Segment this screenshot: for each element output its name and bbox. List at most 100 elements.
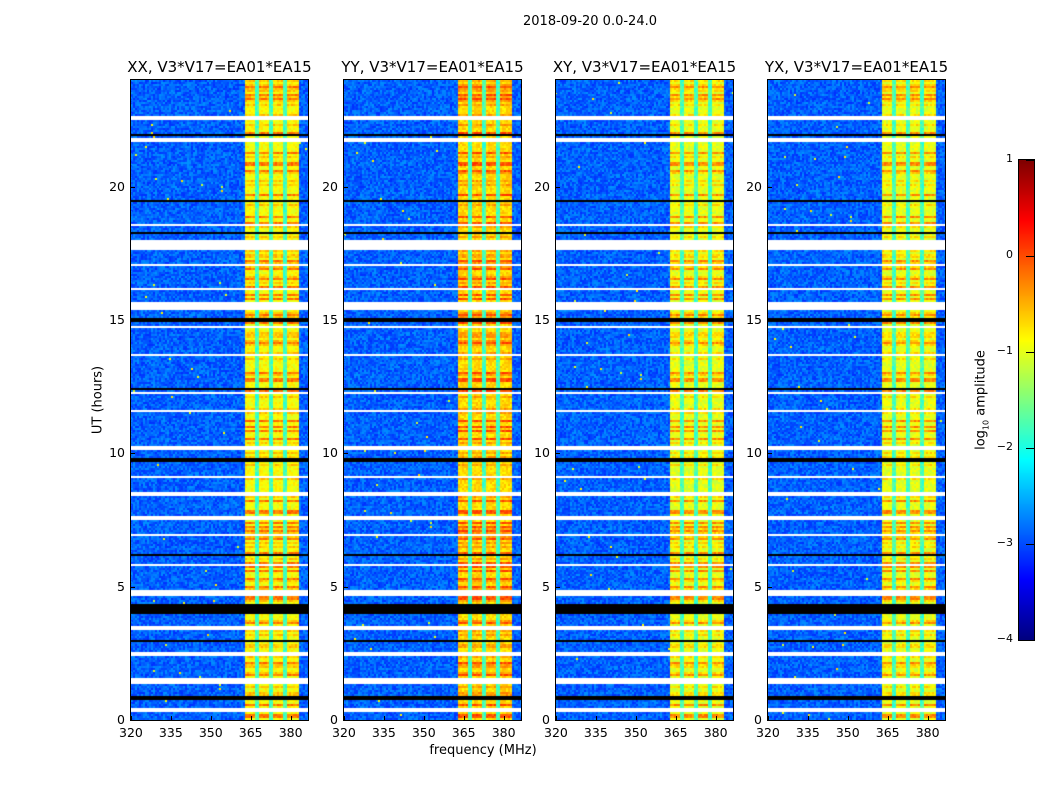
colorbar-tick-mark xyxy=(1026,352,1034,353)
x-tick-mark xyxy=(635,716,637,720)
x-tick-mark xyxy=(383,716,385,720)
x-tick-mark xyxy=(503,716,505,720)
y-tick-label: 0 xyxy=(542,712,550,727)
x-tick-label: 320 xyxy=(119,725,143,740)
colorbar-tick-mark xyxy=(1026,256,1034,257)
colorbar-tick-label: −4 xyxy=(996,632,1013,645)
y-tick-mark xyxy=(131,186,135,188)
y-tick-label: 20 xyxy=(322,178,338,194)
y-tick-mark xyxy=(131,586,135,588)
x-tick-label: 350 xyxy=(411,725,436,740)
x-tick-mark xyxy=(715,716,717,720)
colorbar-tick-label: 1 xyxy=(1006,152,1013,165)
y-tick-mark xyxy=(344,453,348,455)
y-tick-mark xyxy=(131,320,135,321)
y-axis-label: UT (hours) xyxy=(90,365,106,435)
y-tick-mark xyxy=(556,320,560,321)
y-tick-label: 0 xyxy=(754,712,762,727)
x-tick-mark xyxy=(250,716,252,720)
x-tick-mark xyxy=(927,716,929,720)
x-tick-label: 380 xyxy=(915,725,940,740)
x-tick-label: 350 xyxy=(835,725,860,740)
heatmap-panel-4 xyxy=(767,79,946,721)
panel-title: XY, V3*V17=EA01*EA15 xyxy=(552,58,737,76)
colorbar-tick-label: −2 xyxy=(996,440,1013,453)
y-tick-label: 0 xyxy=(117,712,125,727)
colorbar-label: log10 amplitude xyxy=(973,350,991,450)
y-tick-mark xyxy=(131,453,135,455)
x-tick-label: 365 xyxy=(238,725,263,740)
y-tick-mark xyxy=(131,720,135,721)
x-tick-label: 320 xyxy=(544,725,568,740)
x-tick-mark xyxy=(887,716,889,720)
x-tick-label: 365 xyxy=(451,725,476,740)
x-tick-mark xyxy=(463,716,465,720)
x-tick-mark xyxy=(170,716,172,720)
y-tick-mark xyxy=(344,186,348,188)
y-tick-label: 5 xyxy=(542,578,550,594)
y-tick-label: 5 xyxy=(754,578,762,594)
x-tick-label: 350 xyxy=(198,725,223,740)
heatmap-cells xyxy=(556,80,733,720)
x-tick-label: 365 xyxy=(875,725,900,740)
panel-title: YX, V3*V17=EA01*EA15 xyxy=(764,58,949,76)
x-tick-label: 320 xyxy=(332,725,356,740)
y-tick-label: 10 xyxy=(109,445,125,461)
heatmap-cells xyxy=(344,80,521,720)
y-tick-mark xyxy=(556,720,560,721)
heatmap-panel-1 xyxy=(130,79,309,721)
heatmap-cells xyxy=(131,80,308,720)
y-tick-label: 0 xyxy=(330,712,338,727)
x-tick-label: 380 xyxy=(703,725,728,740)
y-tick-mark xyxy=(768,186,772,188)
y-tick-mark xyxy=(344,586,348,588)
y-tick-label: 15 xyxy=(109,312,125,327)
x-tick-label: 335 xyxy=(158,725,183,740)
colorbar-gradient xyxy=(1019,160,1034,640)
y-tick-label: 10 xyxy=(746,445,762,461)
x-tick-mark xyxy=(768,716,769,720)
y-tick-label: 20 xyxy=(109,178,125,194)
y-tick-mark xyxy=(768,320,772,321)
y-tick-mark xyxy=(768,720,772,721)
x-tick-mark xyxy=(556,716,557,720)
y-tick-label: 15 xyxy=(534,312,550,327)
colorbar-tick-label: −3 xyxy=(996,536,1013,549)
y-tick-mark xyxy=(344,720,348,721)
x-tick-mark xyxy=(595,716,597,720)
x-tick-label: 380 xyxy=(491,725,516,740)
y-tick-label: 10 xyxy=(322,445,338,461)
x-tick-mark xyxy=(807,716,809,720)
y-tick-mark xyxy=(556,186,560,188)
x-tick-label: 380 xyxy=(278,725,303,740)
x-tick-label: 320 xyxy=(756,725,780,740)
colorbar xyxy=(1018,159,1035,641)
x-tick-mark xyxy=(290,716,292,720)
y-tick-mark xyxy=(768,453,772,455)
colorbar-tick-mark xyxy=(1026,544,1034,545)
x-tick-label: 335 xyxy=(583,725,608,740)
y-tick-label: 15 xyxy=(322,312,338,327)
colorbar-tick-label: 0 xyxy=(1006,248,1013,261)
colorbar-tick-mark xyxy=(1026,160,1034,161)
y-tick-label: 5 xyxy=(330,578,338,594)
colorbar-tick-mark xyxy=(1026,640,1034,641)
heatmap-cells xyxy=(768,80,945,720)
y-tick-label: 10 xyxy=(534,445,550,461)
y-tick-label: 5 xyxy=(117,578,125,594)
colorbar-tick-label: −1 xyxy=(996,344,1013,357)
heatmap-panel-3 xyxy=(555,79,734,721)
x-tick-mark xyxy=(847,716,849,720)
y-tick-mark xyxy=(556,453,560,455)
colorbar-tick-mark xyxy=(1026,448,1034,449)
x-tick-mark xyxy=(675,716,677,720)
heatmap-panel-2 xyxy=(343,79,522,721)
x-tick-mark xyxy=(344,716,345,720)
x-tick-mark xyxy=(210,716,212,720)
panel-title: XX, V3*V17=EA01*EA15 xyxy=(127,58,312,76)
y-tick-label: 15 xyxy=(746,312,762,327)
panel-title: YY, V3*V17=EA01*EA15 xyxy=(341,58,524,76)
x-tick-label: 335 xyxy=(371,725,396,740)
y-tick-mark xyxy=(556,586,560,588)
